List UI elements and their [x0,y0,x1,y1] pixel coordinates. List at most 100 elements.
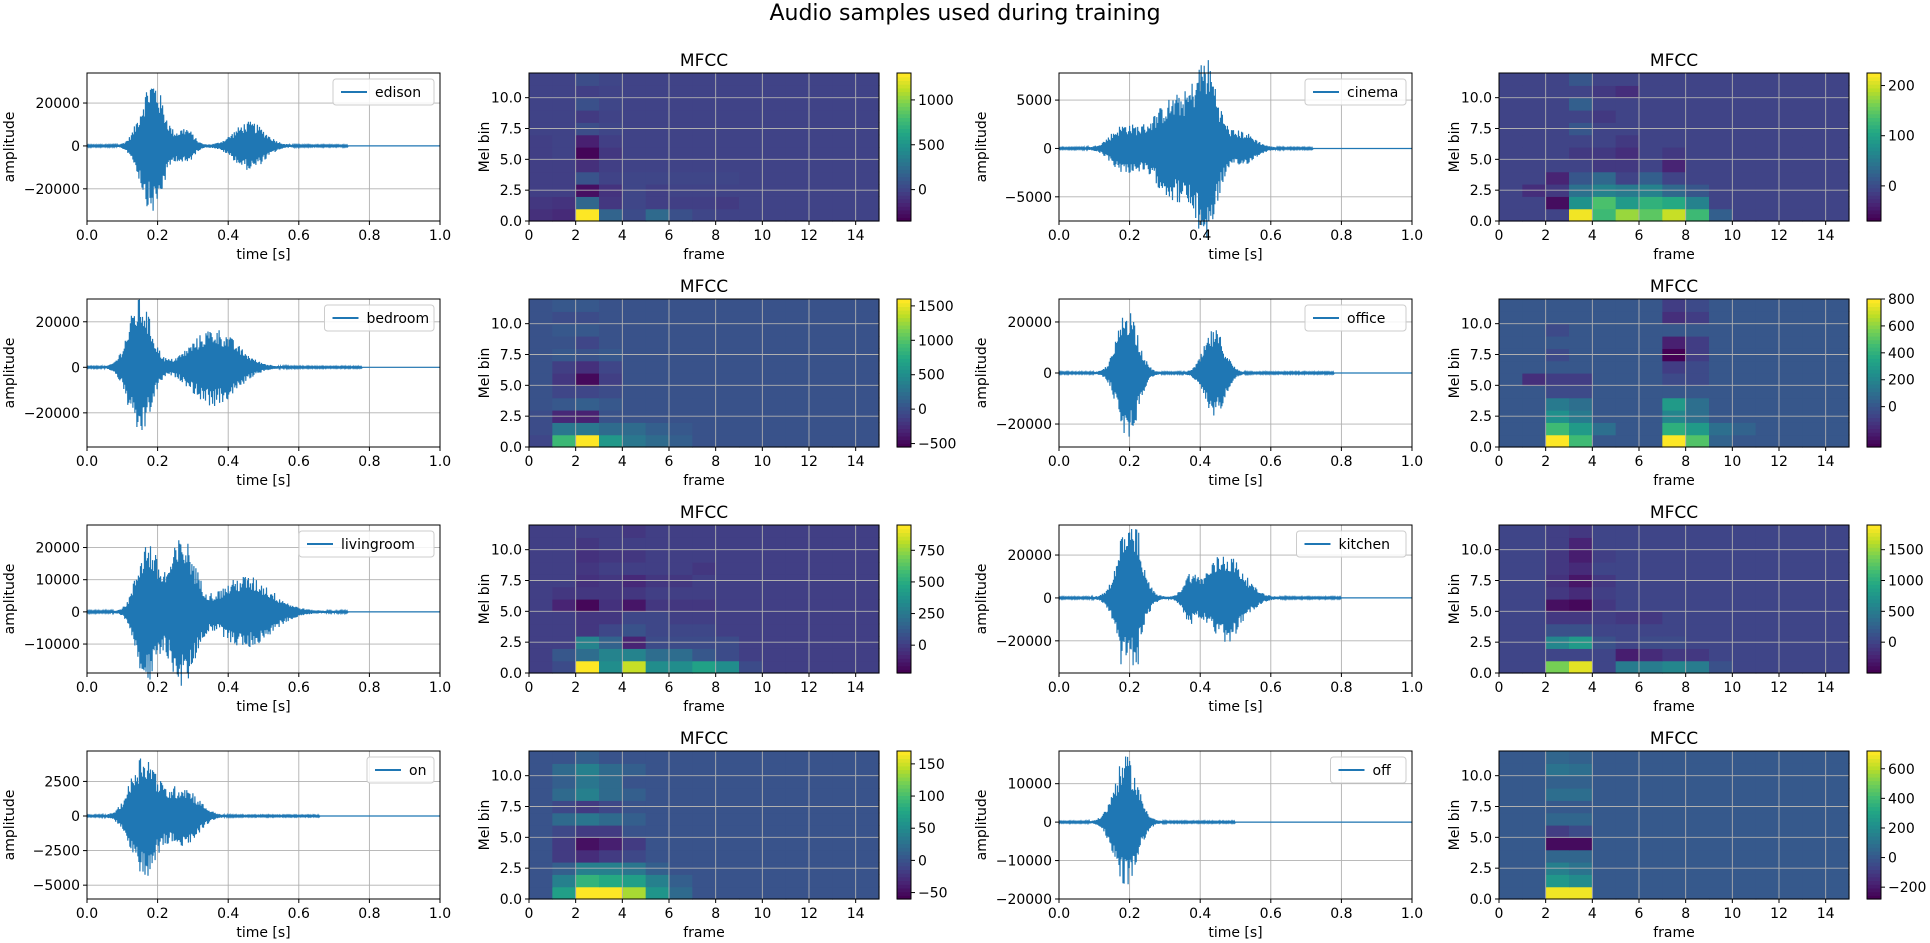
heatmap-cell [1755,373,1780,386]
heatmap-cell [669,422,693,436]
colorbar-step [1867,610,1881,615]
heatmap-cell [715,336,740,349]
heatmap-cell [739,660,763,674]
heatmap-cell [809,562,833,575]
heatmap-cell [1755,775,1780,789]
colorbar-step [1867,106,1881,111]
heatmap-cell [1802,825,1827,838]
colorbar-step [897,117,911,122]
heatmap-cell [739,373,763,386]
colorbar-step [897,658,911,663]
heatmap-cell [599,110,623,123]
heatmap-cell [855,385,880,399]
x-tick-label: 0 [525,906,534,922]
colorbar-step [1867,336,1881,341]
y-tick-label: 0.0 [500,440,522,456]
colorbar-step [1867,765,1881,771]
x-tick-label: 0.4 [217,228,239,244]
heatmap-cell [1639,110,1663,123]
heatmap-cell [1755,874,1780,888]
heatmap-cell [855,73,880,86]
heatmap-cell [575,849,600,863]
heatmap-cell [1709,648,1733,662]
colorbar-step [897,858,911,863]
heatmap-cell [1545,397,1570,411]
heatmap-cell [1685,385,1710,399]
heatmap-cell [1662,97,1687,111]
heatmap-cell [1802,73,1827,86]
heatmap-cell [1732,196,1757,210]
heatmap-cell [622,549,647,563]
x-axis-label: time [s] [236,473,290,489]
heatmap-cell [1522,196,1547,210]
colorbar-step [897,895,911,900]
heatmap-cell [855,562,880,575]
x-tick-label: 12 [1770,454,1788,470]
heatmap-cell [1779,549,1803,563]
colorbar-step [1867,843,1881,848]
heatmap-cell [575,373,600,386]
heatmap-cell [1685,373,1710,386]
heatmap-cell [1732,299,1757,312]
x-tick-label: 1.0 [429,228,451,244]
heatmap-cell [1499,788,1523,801]
heatmap-cell [1662,537,1687,551]
y-tick-label: 0 [1043,366,1052,382]
heatmap-cell [1779,336,1803,349]
heatmap-cell [762,525,787,538]
x-axis-label: frame [1653,925,1695,941]
legend-box [1304,304,1407,332]
x-tick-label: 10 [753,906,771,922]
colorbar-step [897,143,911,148]
heatmap-cell [832,599,857,612]
heatmap-cell [1825,97,1850,111]
colorbar-step [1867,361,1881,367]
heatmap-cell [552,171,577,185]
x-tick-label: 1.0 [429,906,451,922]
colorbar-step [1867,817,1881,822]
heatmap-cell [1522,763,1547,777]
waveform-line [1058,756,1412,885]
colorbar-step [897,621,911,626]
heatmap-cell [1732,171,1757,185]
heatmap-cell [1522,562,1547,575]
heatmap-cell [739,849,763,863]
heatmap-cell [762,763,787,777]
colorbar-step [897,87,911,93]
heatmap-cell [1732,549,1757,563]
colorbar-tick-label: 0 [918,853,927,869]
heatmap-cell [1779,763,1803,777]
heatmap-cell [1685,825,1710,838]
heatmap-cell [809,886,833,900]
heatmap-cell [1825,110,1850,123]
heatmap-cell [739,422,763,436]
heatmap-cell [1802,775,1827,789]
heatmap-cell [1592,323,1617,337]
heatmap-cell [715,422,740,436]
heatmap-cell [529,336,553,349]
heatmap-cell [785,886,810,900]
heatmap-cell [529,874,553,888]
heatmap-cell [1755,849,1780,863]
y-tick-label: 0 [1043,591,1052,607]
heatmap-cell [1569,97,1593,111]
heatmap-cell [1592,97,1617,111]
x-axis-label: frame [1653,473,1695,489]
heatmap-cell [1545,751,1570,764]
heatmap-cell [622,874,647,888]
heatmap-cell [575,336,600,349]
colorbar-step [897,569,911,574]
heatmap-cell [552,825,577,838]
heatmap-cell [715,886,740,900]
x-tick-label: 12 [800,680,818,696]
heatmap-cell [1615,549,1640,563]
heatmap-cell [1592,599,1617,612]
heatmap-cell [1615,299,1640,312]
heatmap-cell [575,586,600,600]
heatmap-cell [1825,385,1850,399]
x-tick-label: 10 [753,454,771,470]
heatmap-cell [1592,886,1617,900]
heatmap-cell [715,397,740,411]
colorbar-step [1867,880,1881,885]
